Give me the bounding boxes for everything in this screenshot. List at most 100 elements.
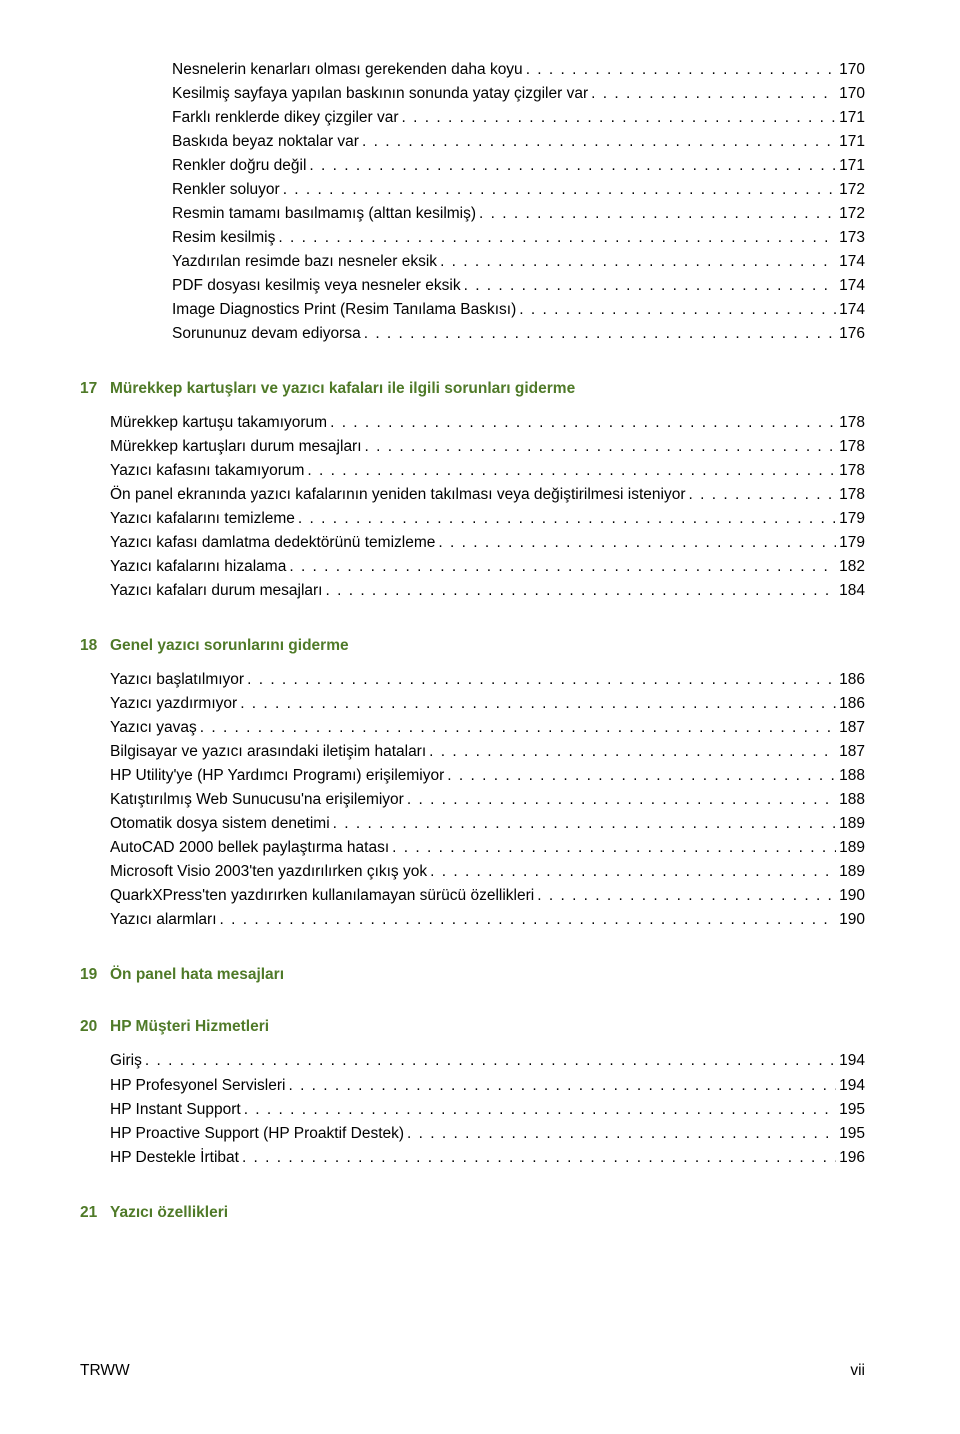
toc-entry[interactable]: HP Destekle İrtibat. . . . . . . . . . .… [110, 1146, 865, 1170]
toc-section: 18Genel yazıcı sorunlarını gidermeYazıcı… [80, 637, 865, 932]
toc-entry[interactable]: Kesilmiş sayfaya yapılan baskının sonund… [172, 82, 865, 106]
toc-dots: . . . . . . . . . . . . . . . . . . . . … [220, 908, 837, 932]
toc-entry-label: Renkler soluyor [172, 178, 280, 202]
toc-entry[interactable]: Image Diagnostics Print (Resim Tanılama … [172, 298, 865, 322]
toc-entry-label: Resmin tamamı basılmamış (alttan kesilmi… [172, 202, 476, 226]
toc-entry[interactable]: Resmin tamamı basılmamış (alttan kesilmi… [172, 202, 865, 226]
footer-right: vii [850, 1362, 865, 1380]
toc-entry-page: 182 [839, 555, 865, 579]
toc-entry-label: Katıştırılmış Web Sunucusu'na erişilemiy… [110, 788, 404, 812]
toc-entry[interactable]: Yazıcı alarmları. . . . . . . . . . . . … [110, 908, 865, 932]
toc-entry[interactable]: Resim kesilmiş. . . . . . . . . . . . . … [172, 226, 865, 250]
toc-entry-page: 173 [839, 226, 865, 250]
toc-dots: . . . . . . . . . . . . . . . . . . . . … [362, 130, 836, 154]
toc-entry-page: 196 [839, 1146, 865, 1170]
toc-dots: . . . . . . . . . . . . . . . . . . . . … [298, 507, 836, 531]
toc-entry[interactable]: HP Profesyonel Servisleri. . . . . . . .… [110, 1074, 865, 1098]
toc-entry-label: Mürekkep kartuşları durum mesajları [110, 435, 362, 459]
toc-dots: . . . . . . . . . . . . . . . . . . . . … [240, 692, 836, 716]
toc-entry[interactable]: Mürekkep kartuşları durum mesajları. . .… [110, 435, 865, 459]
toc-dots: . . . . . . . . . . . . . . . . . . . . … [407, 1122, 836, 1146]
toc-dots: . . . . . . . . . . . . . . . . . . . . … [689, 483, 837, 507]
toc-entry[interactable]: Yazıcı yavaş. . . . . . . . . . . . . . … [110, 716, 865, 740]
toc-entry[interactable]: Katıştırılmış Web Sunucusu'na erişilemiy… [110, 788, 865, 812]
toc-dots: . . . . . . . . . . . . . . . . . . . . … [430, 860, 836, 884]
toc-entry-label: Yazıcı yavaş [110, 716, 197, 740]
toc-dots: . . . . . . . . . . . . . . . . . . . . … [407, 788, 836, 812]
toc-entry[interactable]: Yazdırılan resimde bazı nesneler eksik. … [172, 250, 865, 274]
toc-entry-page: 189 [839, 812, 865, 836]
toc-entry-page: 178 [839, 411, 865, 435]
toc-entry-label: Yazdırılan resimde bazı nesneler eksik [172, 250, 437, 274]
toc-entry-label: HP Instant Support [110, 1098, 241, 1122]
toc-entry[interactable]: Yazıcı kafası damlatma dedektörünü temiz… [110, 531, 865, 555]
toc-entry[interactable]: Yazıcı kafalarını temizleme. . . . . . .… [110, 507, 865, 531]
toc-entry-label: HP Proactive Support (HP Proaktif Destek… [110, 1122, 404, 1146]
toc-entry-page: 174 [839, 274, 865, 298]
toc-entry[interactable]: HP Proactive Support (HP Proaktif Destek… [110, 1122, 865, 1146]
toc-entry[interactable]: Farklı renklerde dikey çizgiler var. . .… [172, 106, 865, 130]
toc-entry[interactable]: Giriş. . . . . . . . . . . . . . . . . .… [110, 1049, 865, 1073]
toc-entry-page: 188 [839, 788, 865, 812]
toc-section: Nesnelerin kenarları olması gerekenden d… [144, 58, 865, 346]
toc-dots: . . . . . . . . . . . . . . . . . . . . … [519, 298, 836, 322]
toc-dots: . . . . . . . . . . . . . . . . . . . . … [289, 555, 836, 579]
toc-entry-page: 176 [839, 322, 865, 346]
toc-entry-page: 178 [839, 435, 865, 459]
toc-entry-label: Yazıcı kafalarını hizalama [110, 555, 286, 579]
toc-entry[interactable]: Mürekkep kartuşu takamıyorum. . . . . . … [110, 411, 865, 435]
toc-section-heading: 17Mürekkep kartuşları ve yazıcı kafaları… [80, 380, 865, 398]
toc-entry-label: Microsoft Visio 2003'ten yazdırılırken ç… [110, 860, 427, 884]
toc-entry[interactable]: Nesnelerin kenarları olması gerekenden d… [172, 58, 865, 82]
toc-entry-page: 179 [839, 507, 865, 531]
toc-entry[interactable]: Ön panel ekranında yazıcı kafalarının ye… [110, 483, 865, 507]
toc-section: 19Ön panel hata mesajları [80, 966, 865, 984]
toc-entry[interactable]: AutoCAD 2000 bellek paylaştırma hatası. … [110, 836, 865, 860]
toc-dots: . . . . . . . . . . . . . . . . . . . . … [365, 435, 837, 459]
toc-dots: . . . . . . . . . . . . . . . . . . . . … [307, 459, 836, 483]
toc-entry-page: 174 [839, 298, 865, 322]
toc-entry[interactable]: Renkler doğru değil. . . . . . . . . . .… [172, 154, 865, 178]
toc-entry-label: HP Profesyonel Servisleri [110, 1074, 285, 1098]
toc-dots: . . . . . . . . . . . . . . . . . . . . … [447, 764, 836, 788]
toc-section-title: Ön panel hata mesajları [110, 966, 284, 984]
toc-entry-label: Resim kesilmiş [172, 226, 275, 250]
toc-dots: . . . . . . . . . . . . . . . . . . . . … [526, 58, 836, 82]
toc-entry-page: 190 [839, 908, 865, 932]
toc-section: 21Yazıcı özellikleri [80, 1204, 865, 1222]
toc-entry-page: 171 [839, 130, 865, 154]
toc-entry[interactable]: Sorununuz devam ediyorsa. . . . . . . . … [172, 322, 865, 346]
toc-entry-label: Farklı renklerde dikey çizgiler var [172, 106, 399, 130]
toc-entry[interactable]: Yazıcı kafalarını hizalama. . . . . . . … [110, 555, 865, 579]
toc-section-number: 19 [80, 966, 110, 984]
toc-dots: . . . . . . . . . . . . . . . . . . . . … [247, 668, 836, 692]
toc-entry[interactable]: Otomatik dosya sistem denetimi. . . . . … [110, 812, 865, 836]
toc-entry[interactable]: Yazıcı yazdırmıyor. . . . . . . . . . . … [110, 692, 865, 716]
toc-entry[interactable]: Yazıcı kafasını takamıyorum. . . . . . .… [110, 459, 865, 483]
toc-entry[interactable]: QuarkXPress'ten yazdırırken kullanılamay… [110, 884, 865, 908]
toc-section-number: 20 [80, 1018, 110, 1036]
toc-entry[interactable]: Yazıcı kafaları durum mesajları. . . . .… [110, 579, 865, 603]
toc-entry-label: Yazıcı kafası damlatma dedektörünü temiz… [110, 531, 435, 555]
toc-entry[interactable]: PDF dosyası kesilmiş veya nesneler eksik… [172, 274, 865, 298]
toc-entry-page: 194 [839, 1074, 865, 1098]
toc-entry-label: AutoCAD 2000 bellek paylaştırma hatası [110, 836, 389, 860]
toc-entry[interactable]: Renkler soluyor. . . . . . . . . . . . .… [172, 178, 865, 202]
toc-entry-label: Yazıcı kafasını takamıyorum [110, 459, 304, 483]
toc-entry[interactable]: Microsoft Visio 2003'ten yazdırılırken ç… [110, 860, 865, 884]
toc-entry[interactable]: Yazıcı başlatılmıyor. . . . . . . . . . … [110, 668, 865, 692]
toc-entry[interactable]: HP Instant Support. . . . . . . . . . . … [110, 1098, 865, 1122]
toc-entry-page: 186 [839, 692, 865, 716]
toc-entry[interactable]: Bilgisayar ve yazıcı arasındaki iletişim… [110, 740, 865, 764]
toc-dots: . . . . . . . . . . . . . . . . . . . . … [429, 740, 836, 764]
toc-entry[interactable]: HP Utility'ye (HP Yardımcı Programı) eri… [110, 764, 865, 788]
toc-entry-page: 170 [839, 82, 865, 106]
toc-entry-page: 189 [839, 860, 865, 884]
toc-dots: . . . . . . . . . . . . . . . . . . . . … [330, 411, 836, 435]
toc-entry-label: Yazıcı kafalarını temizleme [110, 507, 295, 531]
toc-entry[interactable]: Baskıda beyaz noktalar var. . . . . . . … [172, 130, 865, 154]
toc-entry-page: 171 [839, 106, 865, 130]
toc-dots: . . . . . . . . . . . . . . . . . . . . … [309, 154, 836, 178]
toc-dots: . . . . . . . . . . . . . . . . . . . . … [392, 836, 836, 860]
page-footer: TRWW vii [80, 1362, 865, 1380]
